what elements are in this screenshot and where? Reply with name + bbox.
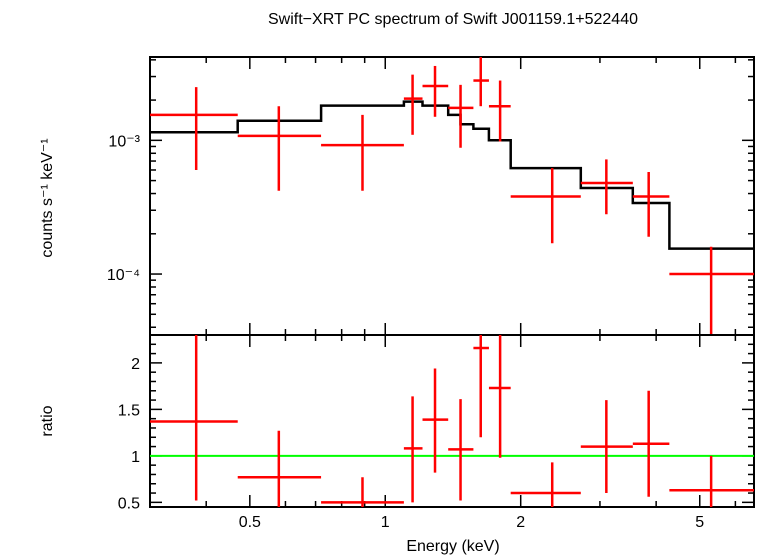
data-point: [422, 368, 449, 473]
data-point: [403, 74, 423, 135]
data-point: [580, 159, 633, 215]
data-point: [580, 400, 633, 494]
spectrum-y-axis-label: counts s⁻¹ keV⁻¹: [39, 138, 56, 257]
x-tick-label: 0.5: [239, 514, 261, 531]
ratio-panel: 0.5 1 1.5 2 ratio: [39, 334, 755, 512]
data-point: [448, 399, 474, 501]
x-tick-label: 2: [516, 514, 525, 531]
data-point: [473, 335, 489, 438]
x-tick-labels: 0.5 1 2 5: [239, 514, 705, 531]
ratio-data-points: [150, 335, 754, 507]
data-point: [510, 462, 581, 507]
data-point: [488, 80, 511, 142]
data-point: [669, 246, 754, 335]
data-point: [510, 168, 581, 244]
y-tick-label: 10⁻⁴: [107, 267, 140, 284]
ratio-y-axis-label: ratio: [39, 405, 56, 436]
model-step-line: [150, 100, 754, 250]
model-curve: [150, 100, 754, 250]
data-point: [448, 84, 474, 148]
data-point: [150, 335, 238, 501]
spectrum-data-points: [150, 57, 754, 335]
data-point: [488, 335, 511, 458]
data-point: [669, 455, 754, 507]
ratio-ticks: [149, 335, 754, 507]
data-point: [321, 477, 404, 507]
data-point: [632, 390, 670, 497]
data-point: [237, 106, 322, 191]
spectrum-y-tick-labels: 10⁻³ 10⁻⁴: [107, 133, 141, 284]
x-axis-label: Energy (keV): [406, 538, 499, 555]
chart-title: Swift−XRT PC spectrum of Swift J001159.1…: [268, 11, 638, 28]
data-point: [237, 430, 322, 507]
y-tick-label: 1.5: [118, 402, 140, 419]
data-point: [403, 396, 423, 503]
y-tick-label: 1: [131, 449, 140, 466]
x-tick-label: 1: [381, 514, 390, 531]
y-tick-label: 2: [131, 356, 140, 373]
data-point: [422, 65, 449, 117]
data-point: [473, 57, 489, 107]
ratio-frame: [149, 334, 755, 508]
data-point: [150, 87, 238, 170]
y-tick-label: 10⁻³: [108, 133, 140, 150]
ratio-y-tick-labels: 0.5 1 1.5 2: [118, 356, 140, 512]
spectrum-panel: 10⁻³ 10⁻⁴ counts s⁻¹ keV⁻¹: [39, 56, 755, 336]
data-point: [321, 114, 404, 191]
data-point: [632, 171, 670, 237]
x-tick-label: 5: [695, 514, 704, 531]
y-tick-label: 0.5: [118, 495, 140, 512]
